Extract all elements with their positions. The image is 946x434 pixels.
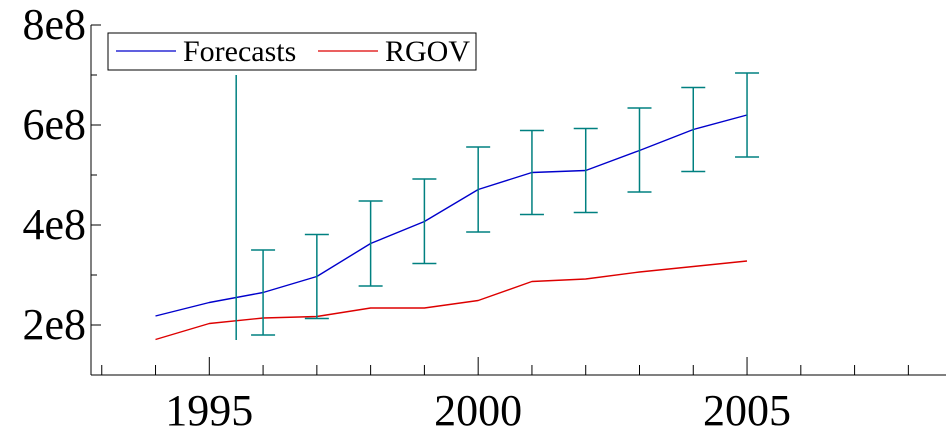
x-tick-label: 2000: [434, 386, 522, 434]
y-tick-label: 8e8: [22, 0, 86, 49]
series-line-rgov: [155, 260, 748, 341]
axes: [90, 25, 946, 376]
series-layer: [155, 114, 748, 341]
legend: Forecasts RGOV: [107, 32, 477, 71]
x-ticks: 1995 2000 2005: [101, 357, 909, 434]
x-tick-label: 1995: [165, 386, 253, 434]
error-bars: [235, 72, 760, 340]
x-tick-label: 2005: [703, 386, 791, 434]
series-line-forecasts: [155, 114, 748, 317]
y-tick-label: 6e8: [22, 100, 86, 149]
legend-label-rgov: RGOV: [385, 35, 470, 68]
y-ticks: 2e8 4e8 6e8 8e8: [22, 0, 101, 376]
y-tick-label: 4e8: [22, 200, 86, 249]
y-tick-label: 2e8: [22, 300, 86, 349]
legend-label-forecasts: Forecasts: [183, 35, 296, 68]
